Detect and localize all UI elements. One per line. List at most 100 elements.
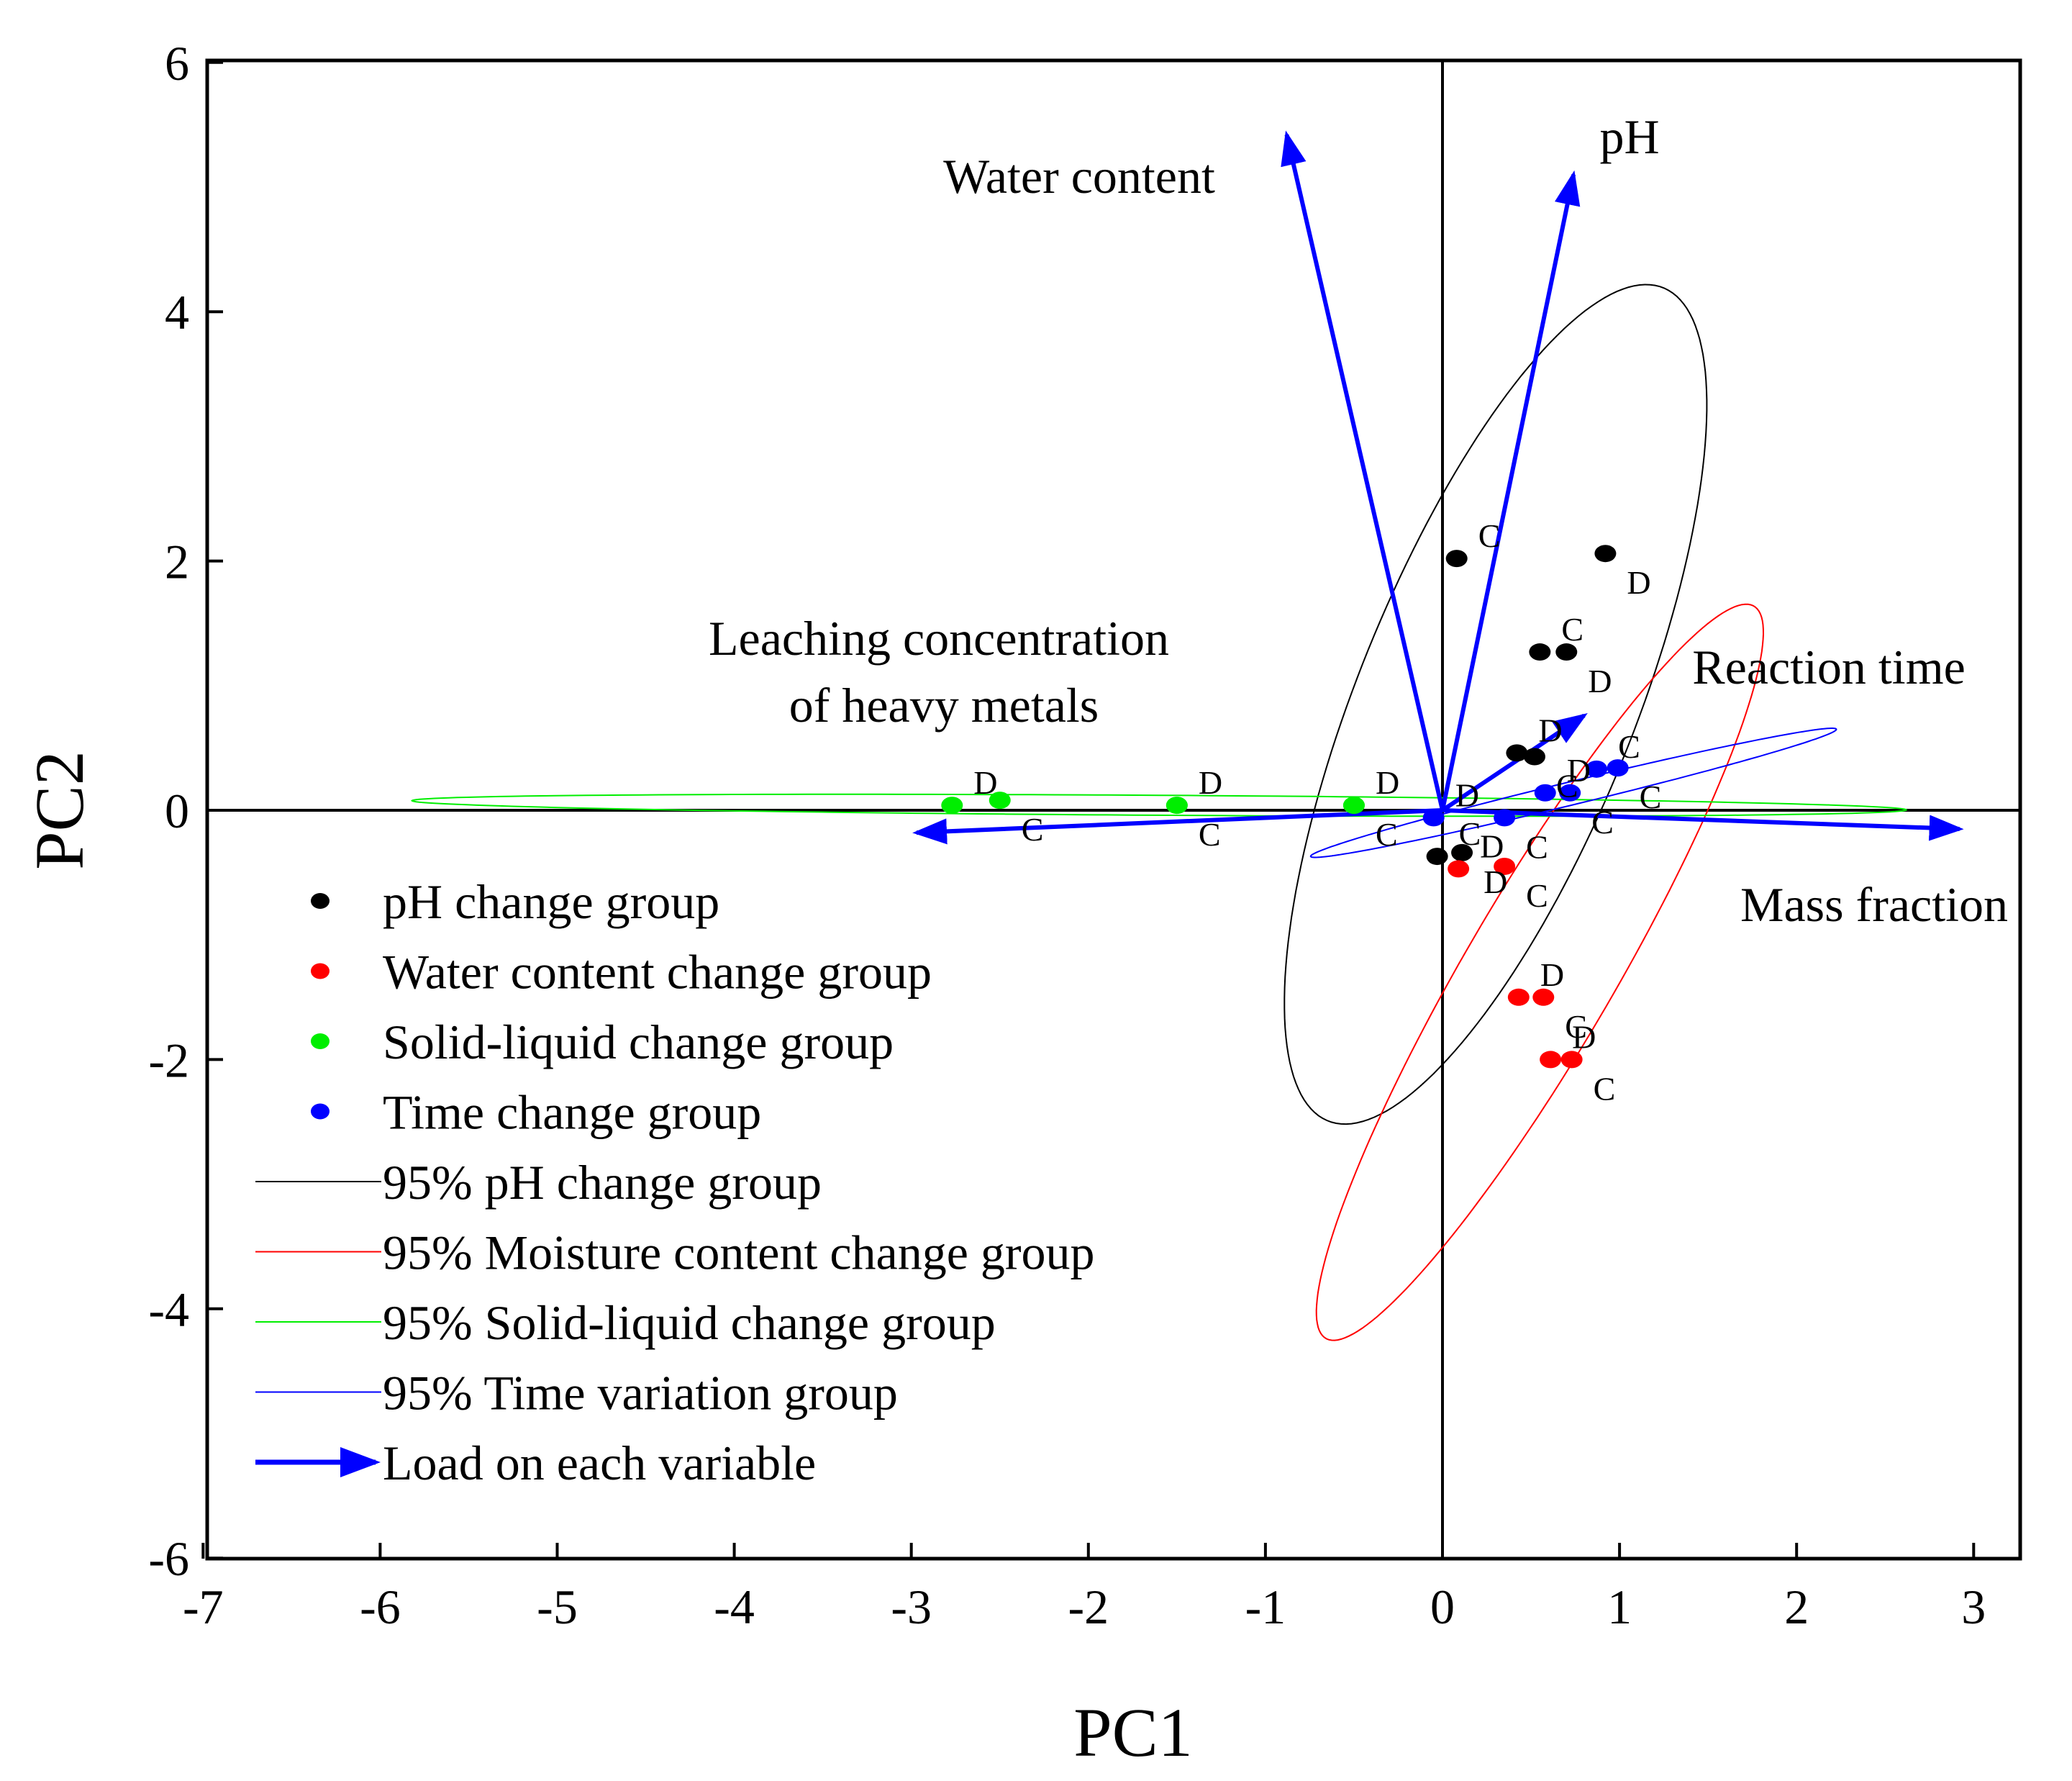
ellipse-95-ph-change-group: [1283, 284, 1708, 1125]
data-point: [1532, 988, 1555, 1006]
y-axis-title: PC2: [21, 751, 98, 869]
legend-label: 95% Time variation group: [383, 1366, 898, 1420]
point-label: D: [1588, 663, 1612, 699]
y-tick-label: 0: [165, 784, 189, 838]
loading-arrow-leaching-concentration-of-heavy-metals: [912, 808, 1443, 845]
data-point: [1422, 809, 1445, 827]
x-tick-label: -5: [537, 1580, 578, 1634]
x-tick-label: 0: [1430, 1580, 1455, 1634]
point-label: C: [1199, 816, 1221, 853]
x-axis-ticks: -7 -6 -5 -4 -3 -2 -1 0 1 2 3: [183, 1543, 1986, 1634]
var-label-leaching-line2: of heavy metals: [789, 678, 1099, 733]
var-label-mass-fraction: Mass fraction: [1740, 877, 2008, 932]
data-point: [1560, 1051, 1583, 1069]
point-label: D: [1567, 752, 1591, 789]
score-points: [941, 545, 1629, 1069]
point-label: D: [1538, 712, 1562, 748]
x-tick-label: -6: [360, 1580, 401, 1634]
x-tick-label: -7: [183, 1580, 224, 1634]
loading-arrow-water-content: [1281, 130, 1445, 811]
point-label: C: [1478, 517, 1501, 554]
point-label: D: [1627, 564, 1650, 601]
data-point: [1529, 643, 1551, 661]
legend-marker-dot: [311, 893, 330, 909]
data-point: [1494, 809, 1516, 827]
x-tick-label: -1: [1245, 1580, 1286, 1634]
legend-label: Solid-liquid change group: [383, 1015, 894, 1069]
x-tick-label: -3: [891, 1580, 932, 1634]
data-point: [1507, 988, 1530, 1006]
point-label: D: [1455, 776, 1479, 813]
y-axis-ticks: 6 4 2 0 -2 -4 -6: [148, 36, 223, 1586]
point-label: C: [1594, 1070, 1616, 1107]
point-label: C: [1565, 1008, 1587, 1045]
var-label-water-content: Water content: [943, 149, 1215, 204]
point-label: D: [973, 764, 997, 801]
legend-marker-dot: [311, 963, 330, 979]
point-label: C: [1591, 804, 1614, 840]
data-point: [1448, 860, 1470, 878]
loading-arrow-reaction-time: [1441, 713, 1588, 812]
legend-label: Load on each variable: [383, 1436, 816, 1490]
data-point: [1523, 748, 1545, 766]
point-label: D: [1483, 864, 1507, 900]
data-point: [1534, 784, 1556, 802]
point-label: C: [1526, 828, 1548, 865]
legend-label: Water content change group: [383, 945, 932, 1000]
data-point: [1540, 1051, 1562, 1069]
data-point: [1426, 848, 1448, 866]
legend-label: pH change group: [383, 874, 719, 929]
point-label: D: [1480, 828, 1504, 864]
legend-marker-dot: [311, 1103, 330, 1120]
legend-label: 95% pH change group: [383, 1155, 822, 1210]
point-label: C: [1640, 779, 1662, 815]
y-tick-label: -6: [148, 1531, 189, 1586]
point-label: C: [1556, 768, 1578, 805]
x-tick-label: 2: [1784, 1580, 1809, 1634]
point-label: D: [1572, 1018, 1596, 1055]
y-tick-label: -2: [148, 1033, 189, 1087]
y-tick-label: 4: [165, 285, 189, 340]
point-label: D: [1376, 764, 1399, 801]
point-label: D: [1540, 956, 1564, 993]
point-label: D: [1199, 764, 1222, 801]
var-label-reaction-time: Reaction time: [1692, 640, 1966, 694]
point-label: C: [1618, 728, 1640, 765]
point-label: C: [1561, 611, 1583, 648]
var-label-leaching-line1: Leaching concentration: [709, 611, 1169, 666]
data-point: [1494, 857, 1516, 875]
loading-arrow-ph: [1440, 170, 1581, 811]
legend-label: Time change group: [383, 1085, 761, 1140]
y-tick-label: 2: [165, 535, 189, 589]
legend-marker-dot: [311, 1033, 330, 1049]
data-point: [1555, 643, 1578, 661]
x-tick-label: 3: [1961, 1580, 1986, 1634]
data-point: [1342, 797, 1365, 815]
x-tick-label: 1: [1607, 1580, 1632, 1634]
point-label: C: [1022, 811, 1044, 848]
legend: pH change group Water content change grou…: [255, 874, 1095, 1490]
data-point: [1586, 760, 1608, 778]
variable-labels: Water content pH Reaction time Mass frac…: [709, 109, 2008, 932]
loading-arrows: [912, 130, 1964, 845]
ellipse-95-solid-liquid-change-group: [410, 793, 1908, 817]
x-tick-label: -4: [714, 1580, 755, 1634]
data-point: [1166, 797, 1188, 815]
x-tick-label: -2: [1068, 1580, 1109, 1634]
legend-label: 95% Moisture content change group: [383, 1225, 1095, 1280]
y-tick-label: 6: [165, 36, 189, 91]
x-axis-title: PC1: [1073, 1694, 1192, 1771]
legend-label: 95% Solid-liquid change group: [383, 1295, 996, 1350]
data-point: [1594, 545, 1617, 563]
data-point: [941, 797, 963, 815]
data-point: [1607, 759, 1629, 777]
data-point: [1451, 843, 1473, 861]
point-label: C: [1376, 816, 1398, 853]
loading-arrow-mass-fraction: [1442, 808, 1964, 841]
y-tick-label: -4: [148, 1282, 189, 1337]
point-label: C: [1459, 815, 1481, 852]
ellipse-95-moisture-content-change-group: [1315, 603, 1765, 1341]
data-point: [1506, 744, 1528, 762]
var-label-ph: pH: [1599, 109, 1659, 164]
